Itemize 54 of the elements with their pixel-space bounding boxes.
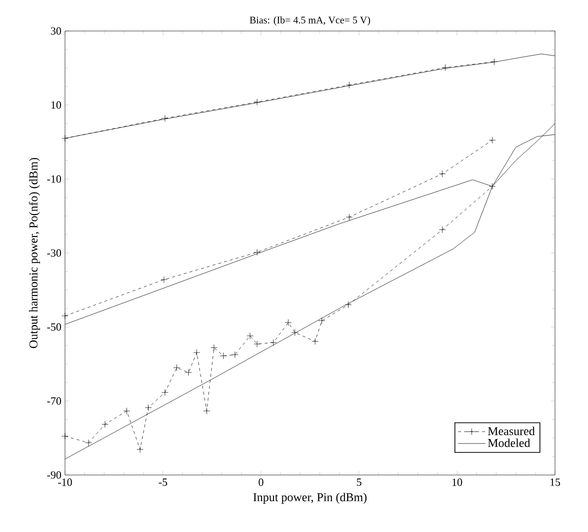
point xyxy=(442,64,449,72)
point xyxy=(144,404,152,412)
x-tick-label: 0 xyxy=(258,478,264,486)
point xyxy=(254,340,260,348)
y-tick-label: -10 xyxy=(47,175,62,183)
legend-label: Modeled xyxy=(488,438,530,448)
point xyxy=(102,420,108,428)
y-tick-label: -30 xyxy=(47,249,62,257)
point xyxy=(254,98,260,106)
point xyxy=(162,389,168,396)
point xyxy=(318,317,326,324)
x-axis-title: Input power, Pin (dBm) xyxy=(253,492,367,504)
point xyxy=(346,214,353,221)
point xyxy=(123,408,130,414)
point xyxy=(193,349,200,356)
point xyxy=(162,114,168,122)
point xyxy=(246,332,254,340)
y-tick-label: -70 xyxy=(47,397,62,405)
x-tick-label: -5 xyxy=(158,478,168,486)
legend-label: Measured xyxy=(488,426,535,436)
point xyxy=(292,329,298,336)
point xyxy=(185,369,192,376)
point xyxy=(490,58,498,66)
point xyxy=(220,352,227,360)
y-tick-label: -90 xyxy=(47,471,62,479)
chart-title: Bias: (Ib= 4.5 mA, Vce= 5 V) xyxy=(250,16,370,26)
point xyxy=(438,170,446,178)
point xyxy=(270,339,277,346)
point xyxy=(488,136,496,144)
point xyxy=(232,351,238,358)
point xyxy=(284,319,292,326)
point xyxy=(488,183,496,190)
point xyxy=(62,312,68,320)
y-tick-label: 10 xyxy=(51,101,62,109)
x-tick-label: 10 xyxy=(452,478,462,486)
point xyxy=(62,134,68,142)
point xyxy=(136,446,144,453)
point xyxy=(210,344,218,352)
point xyxy=(254,248,260,256)
point xyxy=(344,301,352,308)
y-tick-label: 30 xyxy=(51,27,62,35)
point xyxy=(438,226,446,234)
point xyxy=(160,276,168,284)
point xyxy=(203,408,210,414)
point xyxy=(346,82,353,88)
y-axis-title: Output harmonic power, Po(nfo) (dBm) xyxy=(28,158,40,348)
y-tick-label: -50 xyxy=(47,323,62,331)
x-tick-label: 5 xyxy=(356,478,362,486)
point xyxy=(173,364,180,372)
point xyxy=(62,432,68,440)
x-tick-label: 15 xyxy=(550,478,560,486)
point xyxy=(85,439,92,446)
point xyxy=(312,338,318,345)
x-tick-label: -10 xyxy=(58,478,72,486)
